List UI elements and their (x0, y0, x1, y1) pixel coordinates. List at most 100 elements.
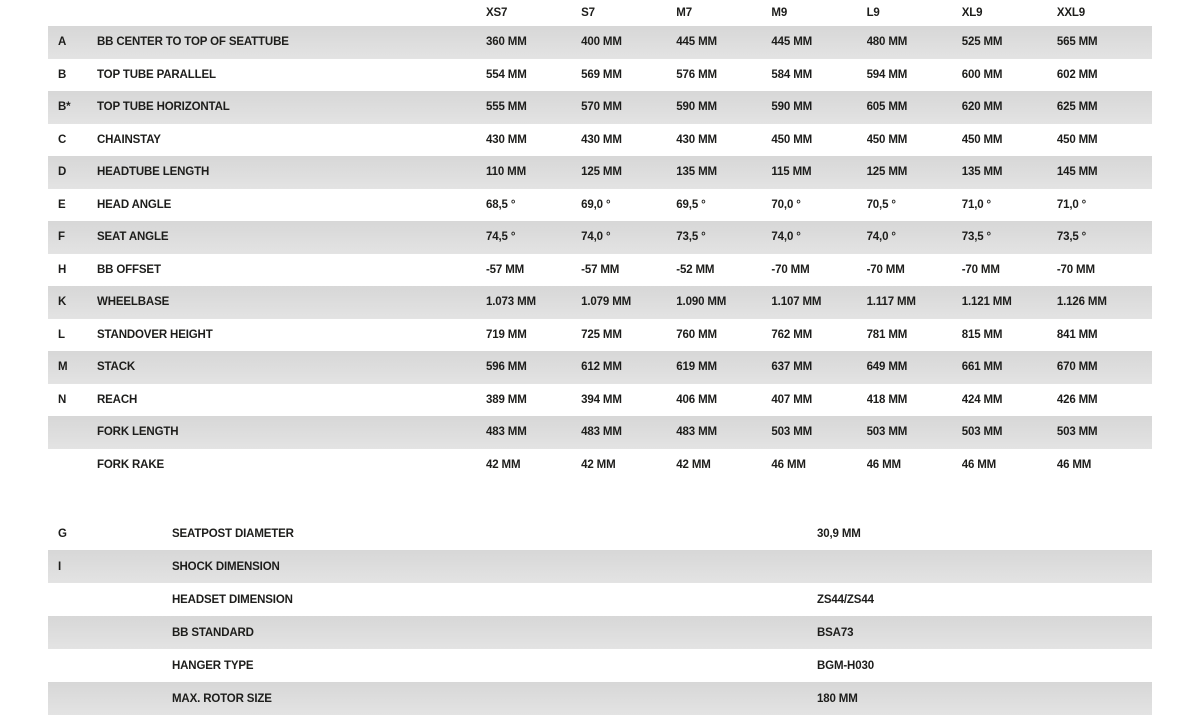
row-value: 445 MM (676, 36, 717, 49)
row-key: B (58, 68, 67, 81)
row-label: WHEELBASE (97, 296, 170, 309)
row-value: 125 MM (581, 166, 622, 179)
row-value: 400 MM (581, 36, 622, 49)
row-value: 450 MM (866, 133, 908, 146)
row-value: ZS44/ZS44 (817, 593, 874, 606)
row-value: 73,5 ° (1056, 231, 1087, 244)
table-row: FORK LENGTH 483 MM 483 MM 483 MM 503 MM 503 M… (48, 416, 1152, 449)
row-value: 73,5 ° (961, 231, 991, 244)
row-value: 670 MM (1056, 361, 1098, 374)
row-value: 71,0 ° (1056, 198, 1087, 211)
row-value: 418 MM (866, 393, 908, 406)
row-value: 125 MM (866, 166, 908, 179)
row-label: BB CENTER TO TOP OF SEATTUBE (97, 36, 289, 49)
row-value: -70 MM (961, 263, 1000, 276)
row-label: TOP TUBE HORIZONTAL (97, 101, 230, 114)
row-value: 42 MM (581, 458, 616, 471)
row-value: 760 MM (676, 328, 717, 341)
row-value: 725 MM (581, 328, 622, 341)
size-column-header: XXL9 (1056, 7, 1086, 19)
size-column-header: XS7 (486, 7, 508, 19)
row-value: 503 MM (961, 426, 1003, 439)
row-value: 394 MM (581, 393, 622, 406)
row-value: 70,0 ° (771, 198, 801, 211)
row-value: 430 MM (486, 133, 527, 146)
size-column-header: S7 (581, 7, 595, 19)
geometry-table: XS7 S7 M7 M9 L9 XL9 XXL9 A BB CENTER TO TOP OF … (48, 0, 1152, 481)
row-value: 620 MM (961, 101, 1003, 114)
row-value: -52 MM (676, 263, 715, 276)
row-label: FORK LENGTH (97, 426, 179, 439)
row-value: 602 MM (1056, 68, 1098, 81)
row-value: 445 MM (771, 36, 813, 49)
row-value: 483 MM (486, 426, 527, 439)
row-label: SEAT ANGLE (97, 231, 169, 244)
row-value: 1.126 MM (1056, 296, 1107, 309)
row-value: 69,5 ° (676, 198, 706, 211)
row-key: I (58, 560, 62, 573)
row-key: A (58, 36, 67, 49)
row-value: BSA73 (817, 626, 854, 639)
row-value: 110 MM (486, 166, 527, 179)
row-value: 145 MM (1056, 166, 1098, 179)
spec-row: MAX. ROTOR SIZE 180 MM (48, 682, 1152, 715)
row-value: 74,0 ° (866, 231, 896, 244)
table-row: F SEAT ANGLE 74,5 ° 74,0 ° 73,5 ° 74,0 ° 74,0 … (48, 221, 1152, 254)
row-value: 450 MM (961, 133, 1003, 146)
row-value: 180 MM (817, 692, 858, 705)
size-column-header: L9 (866, 7, 880, 19)
row-label: REACH (97, 393, 138, 406)
row-value: 430 MM (581, 133, 622, 146)
table-row: B TOP TUBE PARALLEL 554 MM 569 MM 576 MM 584 … (48, 59, 1152, 92)
row-value: 594 MM (866, 68, 908, 81)
row-label: SHOCK DIMENSION (172, 560, 280, 573)
table-row: L STANDOVER HEIGHT 719 MM 725 MM 760 MM 762 M… (48, 319, 1152, 352)
row-value: -57 MM (581, 263, 620, 276)
row-value: 74,5 ° (486, 231, 516, 244)
row-value: 389 MM (486, 393, 527, 406)
table-row: K WHEELBASE 1.073 MM 1.079 MM 1.090 MM 1.107 … (48, 286, 1152, 319)
row-label: SEATPOST DIAMETER (172, 527, 294, 540)
row-value: 565 MM (1056, 36, 1098, 49)
table-row: N REACH 389 MM 394 MM 406 MM 407 MM 418 MM 424 … (48, 384, 1152, 417)
row-value: 637 MM (771, 361, 813, 374)
row-label: STANDOVER HEIGHT (97, 328, 213, 341)
row-value: 762 MM (771, 328, 813, 341)
row-value: 46 MM (1056, 458, 1092, 471)
row-value: 600 MM (961, 68, 1003, 81)
row-key: B* (58, 101, 71, 114)
row-value: 590 MM (771, 101, 813, 114)
size-column-header: XL9 (961, 7, 983, 19)
row-key: F (58, 231, 65, 244)
row-label: BB STANDARD (172, 626, 254, 639)
table-row: B* TOP TUBE HORIZONTAL 555 MM 570 MM 590 MM 5… (48, 91, 1152, 124)
row-value: 1.090 MM (676, 296, 727, 309)
row-label: HEADTUBE LENGTH (97, 166, 210, 179)
row-value: 1.121 MM (961, 296, 1012, 309)
table-row: C CHAINSTAY 430 MM 430 MM 430 MM 450 MM 450 MM… (48, 124, 1152, 157)
row-value: 590 MM (676, 101, 717, 114)
row-value: 781 MM (866, 328, 908, 341)
row-value: 424 MM (961, 393, 1003, 406)
row-value: 42 MM (486, 458, 521, 471)
row-value: 503 MM (771, 426, 813, 439)
row-value: 576 MM (676, 68, 717, 81)
row-value: 115 MM (771, 166, 812, 179)
spec-table: G SEATPOST DIAMETER 30,9 MM I SHOCK DIMENSIO… (48, 517, 1152, 715)
row-value: 426 MM (1056, 393, 1098, 406)
row-value: 483 MM (581, 426, 622, 439)
row-value: 68,5 ° (486, 198, 516, 211)
row-label: FORK RAKE (97, 458, 165, 471)
row-value: 46 MM (961, 458, 997, 471)
row-key: C (58, 133, 67, 146)
row-key: N (58, 393, 67, 406)
row-value: 612 MM (581, 361, 622, 374)
row-value: 525 MM (961, 36, 1003, 49)
row-value: 554 MM (486, 68, 527, 81)
row-value: 719 MM (486, 328, 527, 341)
row-value: 1.079 MM (581, 296, 632, 309)
row-value: 584 MM (771, 68, 813, 81)
row-value: 407 MM (771, 393, 813, 406)
row-value: 841 MM (1056, 328, 1098, 341)
row-value: BGM-H030 (817, 659, 874, 672)
